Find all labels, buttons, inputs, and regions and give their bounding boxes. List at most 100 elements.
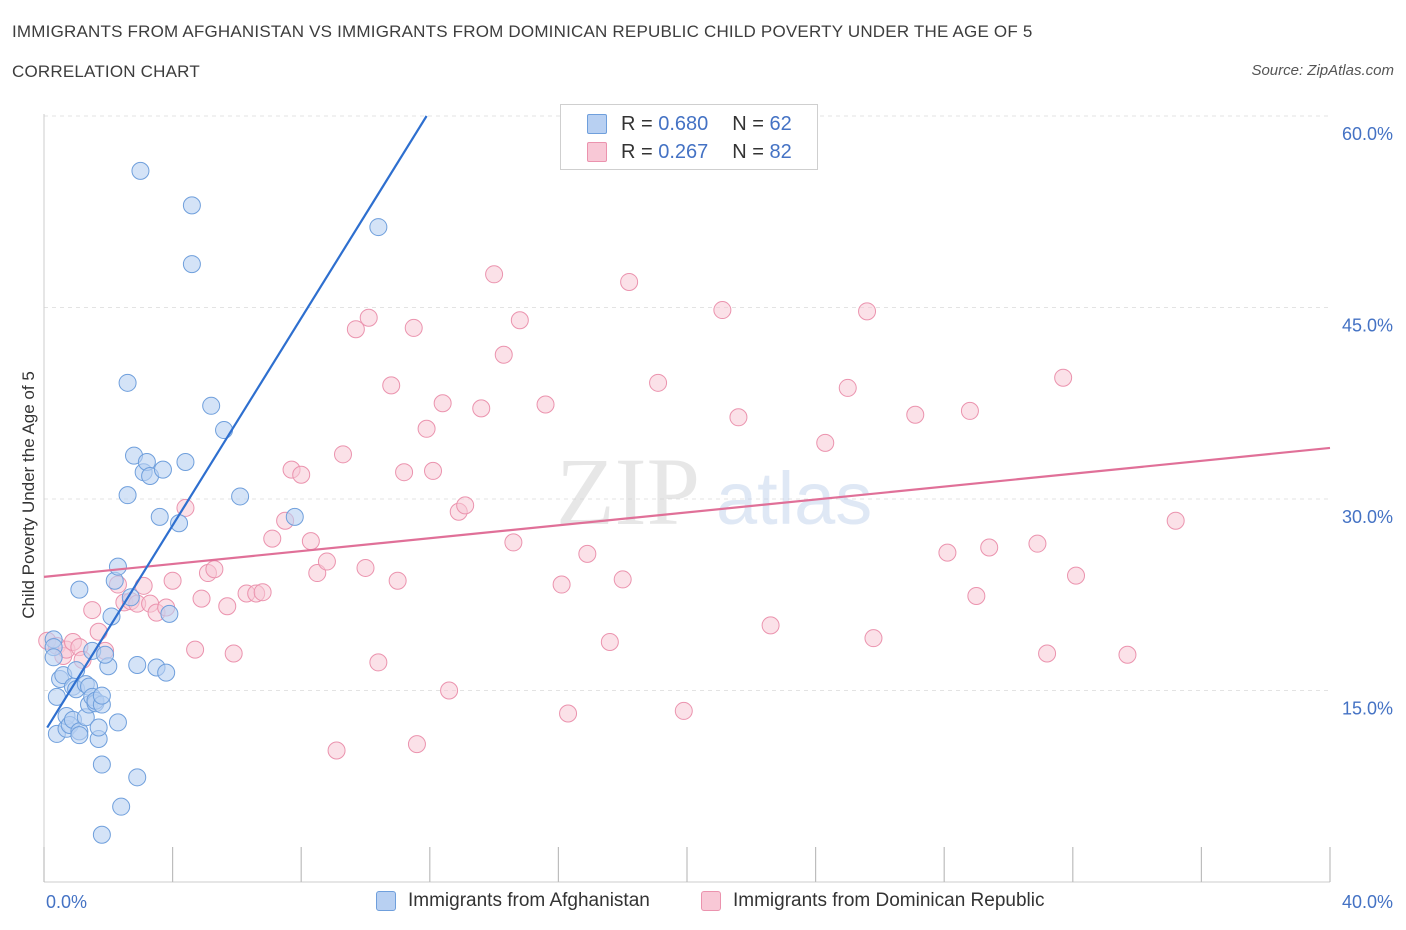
dominican-point <box>472 399 491 418</box>
chart-title: IMMIGRANTS FROM AFGHANISTAN VS IMMIGRANT… <box>12 22 1033 41</box>
dominican-point <box>536 395 555 414</box>
dominican-point <box>960 401 979 420</box>
afghanistan-point <box>128 655 147 674</box>
dominican-point <box>729 408 748 427</box>
watermark: ZIP atlas <box>556 438 872 545</box>
dominican-point <box>620 272 639 291</box>
trend-lines <box>43 115 1331 729</box>
dominican-point <box>485 265 504 284</box>
y-tick-label: 30.0% <box>1342 507 1393 527</box>
legend-r-label: R = <box>621 140 653 163</box>
afghanistan-point <box>131 161 150 180</box>
dominican-point <box>1166 511 1185 530</box>
afghanistan-point <box>176 452 195 471</box>
legend-r-label: R = <box>621 112 653 135</box>
afghanistan-point <box>70 726 89 745</box>
dominican-point <box>395 463 414 482</box>
dominican-point <box>494 345 513 364</box>
bottom-legend-label-afghanistan: Immigrants from Afghanistan <box>408 890 650 911</box>
dominican-point <box>980 538 999 557</box>
dominican-trend-line <box>43 446 1331 578</box>
dominican-point <box>382 376 401 395</box>
dominican-point <box>600 632 619 651</box>
afghanistan-point <box>202 396 221 415</box>
afghanistan-point <box>150 507 169 526</box>
afghanistan-point <box>108 713 127 732</box>
chart-subtitle: CORRELATION CHART <box>12 62 200 81</box>
dominican-point <box>649 373 668 392</box>
watermark-zip: ZIP <box>556 438 700 545</box>
dominican-point <box>83 601 102 620</box>
afghanistan-point <box>215 421 234 440</box>
dominican-point <box>205 560 224 579</box>
afghanistan-point <box>92 755 111 774</box>
afghanistan-point <box>112 797 131 816</box>
legend-n-value: 82 <box>769 140 792 163</box>
dominican-point <box>1118 645 1137 664</box>
dominican-point <box>559 704 578 723</box>
dominican-point <box>404 318 423 337</box>
afghanistan-point <box>160 604 179 623</box>
dominican-point <box>1038 644 1057 663</box>
dominican-point <box>1054 368 1073 387</box>
dominican-point <box>433 394 452 413</box>
dominican-point <box>1028 534 1047 553</box>
dominican-point <box>1067 566 1086 585</box>
legend-n-value: 62 <box>769 112 792 135</box>
dominican-point <box>356 558 375 577</box>
afghanistan-point <box>285 507 304 526</box>
dominican-point <box>327 741 346 760</box>
dominican-point <box>359 308 378 327</box>
legend-swatch-dominican <box>587 142 607 162</box>
dominican-point <box>369 653 388 672</box>
legend-r-value: 0.267 <box>658 140 709 163</box>
legend-n-label: N = <box>732 140 764 163</box>
dominican-point <box>510 311 529 330</box>
x-tick-label: 0.0% <box>46 892 87 912</box>
axes <box>43 114 1331 883</box>
dominican-point <box>218 597 237 616</box>
dominican-point <box>456 496 475 515</box>
dominican-point <box>89 622 108 641</box>
afghanistan-point <box>118 486 137 505</box>
dominican-point <box>417 419 436 438</box>
dominican-point <box>292 465 311 484</box>
dominican-point <box>713 301 732 320</box>
legend-row-dominican: R = 0.267 N = 82 <box>587 141 792 163</box>
dominican-point <box>301 532 320 551</box>
afghanistan-point <box>369 218 388 237</box>
watermark-atlas: atlas <box>716 457 872 540</box>
legend-row-afghanistan: R = 0.680 N = 62 <box>587 113 792 135</box>
dominican-point <box>838 378 857 397</box>
dominican-point <box>224 644 243 663</box>
dominican-point <box>858 302 877 321</box>
y-tick-label: 45.0% <box>1342 316 1393 336</box>
afghanistan-point <box>89 718 108 737</box>
tick-labels: 15.0% 30.0% 45.0% 60.0% 0.0% 40.0% <box>46 124 1393 912</box>
afghanistan-point <box>96 645 115 664</box>
dominican-point <box>613 570 632 589</box>
source-credit: Source: ZipAtlas.com <box>1251 62 1394 79</box>
grid-lines <box>44 115 1330 691</box>
dominican-point <box>552 575 571 594</box>
afghanistan-trend-line <box>46 115 428 729</box>
dominican-point <box>578 544 597 563</box>
afghanistan-point <box>118 373 137 392</box>
afghanistan-point <box>108 557 127 576</box>
afghanistan-point <box>182 196 201 215</box>
afghanistan-point <box>44 648 63 667</box>
dominican-point <box>308 564 327 583</box>
dominican-point <box>346 320 365 339</box>
dominican-point <box>388 571 407 590</box>
afghanistan-point <box>70 580 89 599</box>
afghanistan-point <box>182 255 201 274</box>
bottom-legend-swatch-afghanistan <box>376 891 396 911</box>
bottom-legend-swatch-dominican <box>701 891 721 911</box>
dominican-point <box>407 735 426 754</box>
dominican-point <box>938 543 957 562</box>
bottom-legend-afghanistan: Immigrants from Afghanistan <box>376 890 650 912</box>
y-tick-label: 60.0% <box>1342 124 1393 144</box>
y-axis-label: Child Poverty Under the Age of 5 <box>19 371 38 619</box>
legend-r-value: 0.680 <box>658 112 709 135</box>
